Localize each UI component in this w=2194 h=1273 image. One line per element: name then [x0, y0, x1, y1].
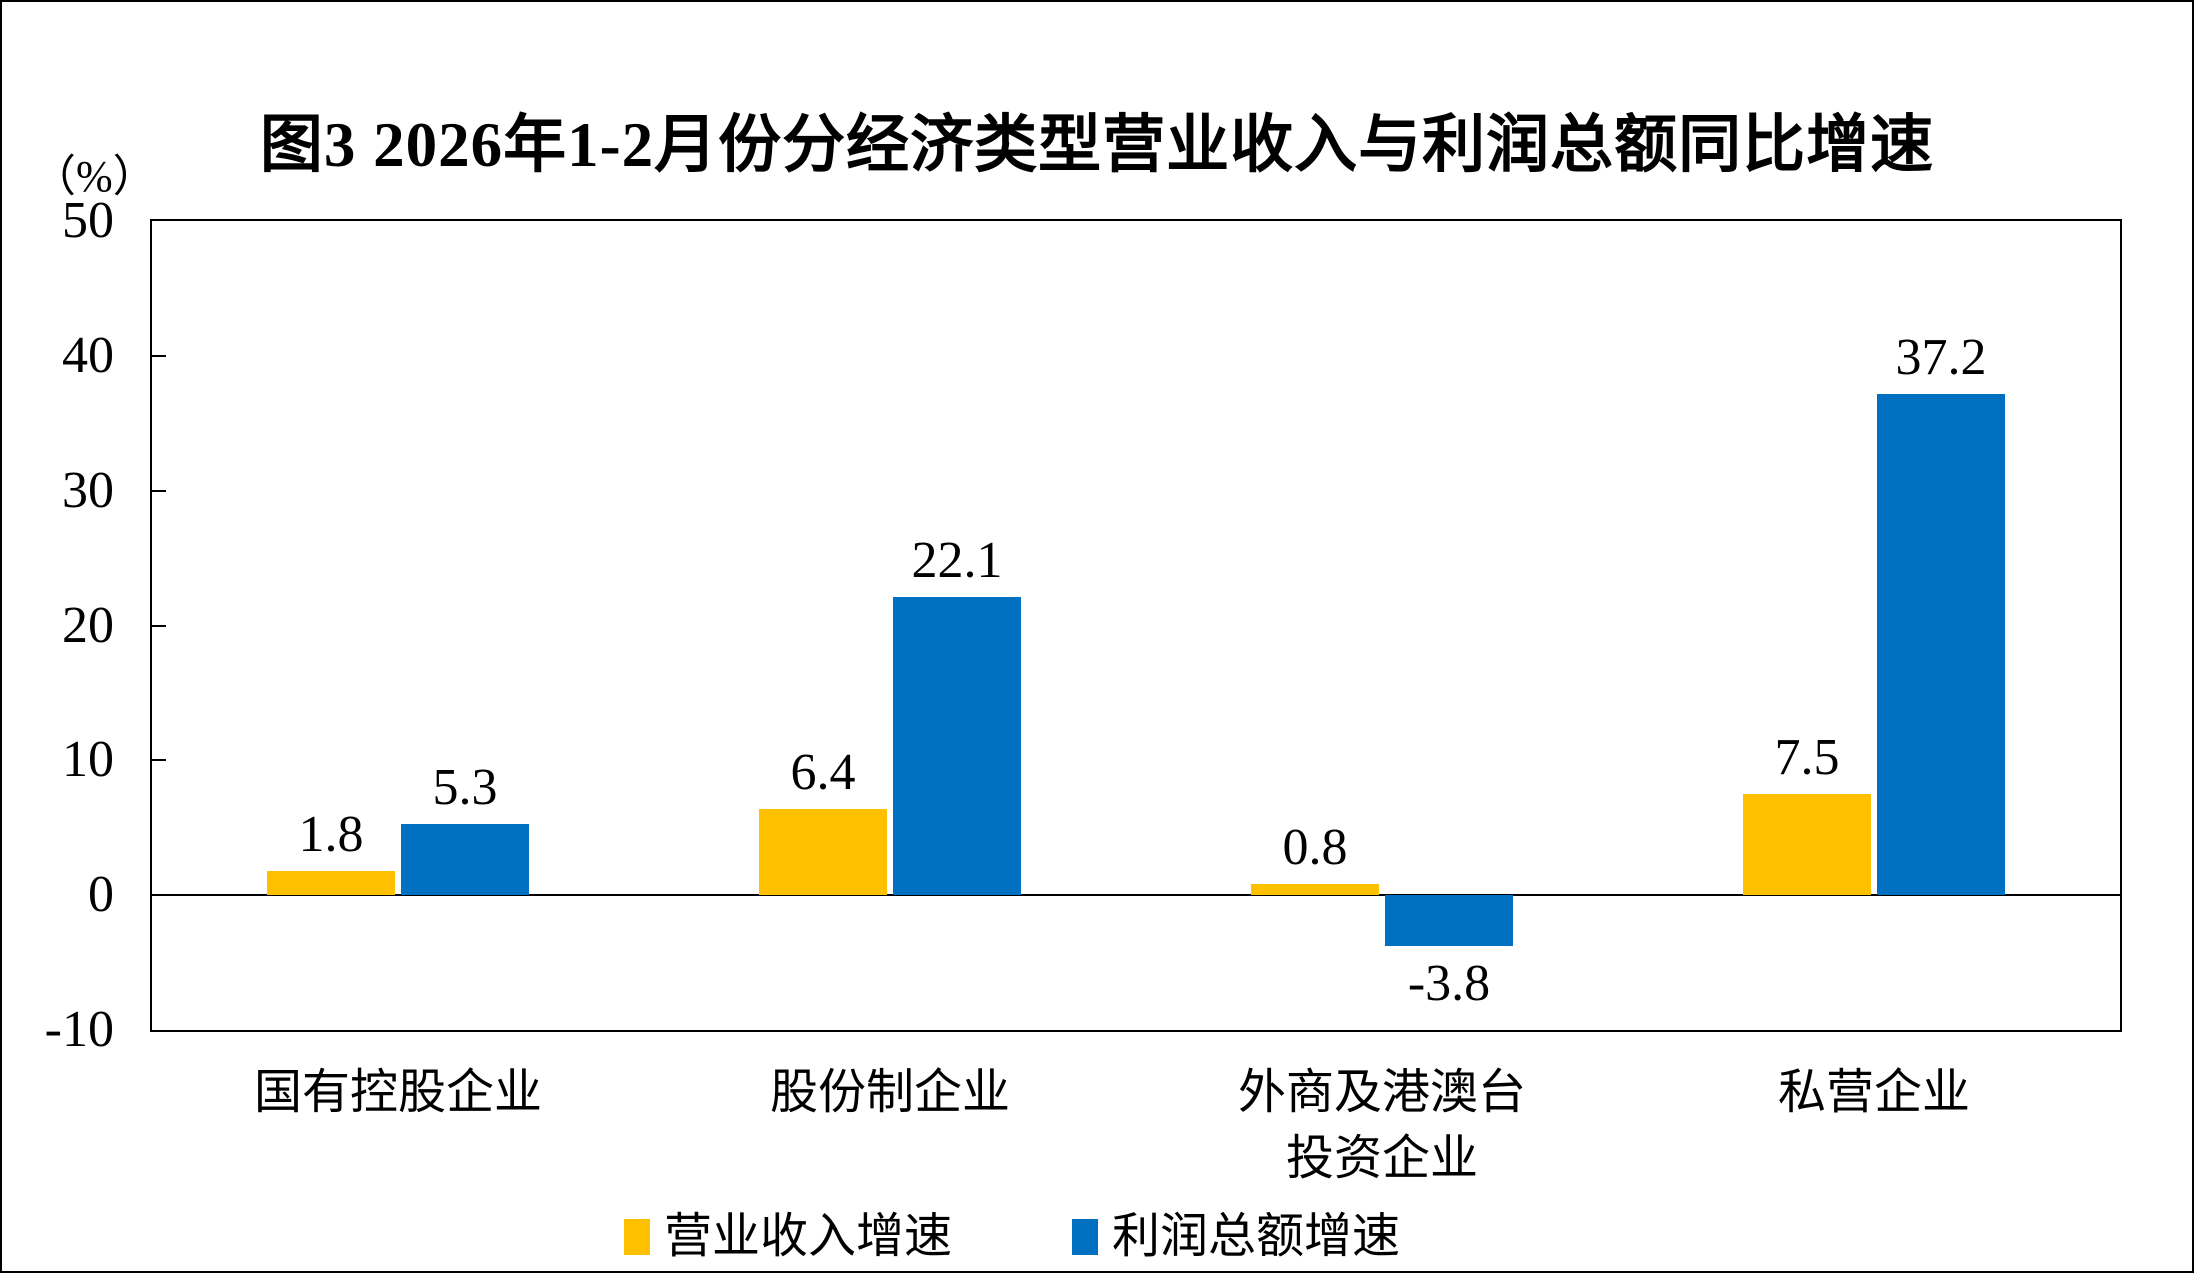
- bar-value-label: 1.8: [298, 805, 364, 863]
- bar: [1877, 393, 2005, 896]
- y-axis-tick: [152, 759, 166, 762]
- bar: [1251, 884, 1379, 896]
- y-tick-label: 0: [88, 866, 114, 924]
- y-tick-label: 50: [62, 192, 114, 249]
- bar: [267, 870, 395, 896]
- bar-value-label: -3.8: [1407, 955, 1491, 1013]
- bar-value-label: 7.5: [1774, 729, 1840, 787]
- legend: 营业收入增速 利润总额增速: [2, 1204, 2107, 1270]
- bar: [759, 808, 887, 896]
- bar-value-label: 22.1: [911, 532, 1003, 590]
- y-axis-tick: [152, 624, 166, 627]
- bar-value-label: 37.2: [1895, 328, 1987, 386]
- y-axis-tick: [152, 489, 166, 492]
- bar-value-label: 5.3: [432, 758, 498, 816]
- category-label: 国有控股企业: [253, 1066, 542, 1119]
- legend-swatch: [623, 1219, 650, 1255]
- y-tick-label: 20: [62, 596, 114, 654]
- bar: [893, 597, 1021, 896]
- y-tick-label: 40: [62, 326, 114, 384]
- bar-value-label: 0.8: [1282, 819, 1348, 877]
- plot-area: 1.8 6.4 0.8 7.5 5.3 22.1 -3.8 37.2: [150, 219, 2122, 1032]
- y-tick-label: 30: [62, 461, 114, 519]
- category-label: 私营企业: [1777, 1066, 1970, 1119]
- legend-entry: 营业收入增速: [623, 1207, 952, 1267]
- y-axis-unit-label: （%）: [32, 152, 157, 201]
- legend-entry: 利润总额增速: [1072, 1207, 1400, 1267]
- category-label: 外商及港澳台 投资企业: [1237, 1066, 1526, 1185]
- bar: [401, 823, 529, 896]
- y-axis-tick: [152, 354, 166, 357]
- chart-title: 图3 2026年1-2月份分经济类型营业收入与利润总额同比增速: [259, 110, 1935, 180]
- legend-label: 营业收入增速: [663, 1210, 952, 1263]
- category-label: 股份制企业: [769, 1066, 1010, 1119]
- legend-label: 利润总额增速: [1112, 1210, 1401, 1263]
- y-tick-label: -10: [44, 1001, 114, 1058]
- y-tick-label: 10: [62, 731, 114, 789]
- zero-axis-line: [152, 894, 2120, 897]
- bar: [1385, 895, 1513, 947]
- legend-swatch: [1072, 1219, 1098, 1255]
- bar: [1743, 794, 1871, 896]
- bar-value-label: 6.4: [790, 743, 856, 801]
